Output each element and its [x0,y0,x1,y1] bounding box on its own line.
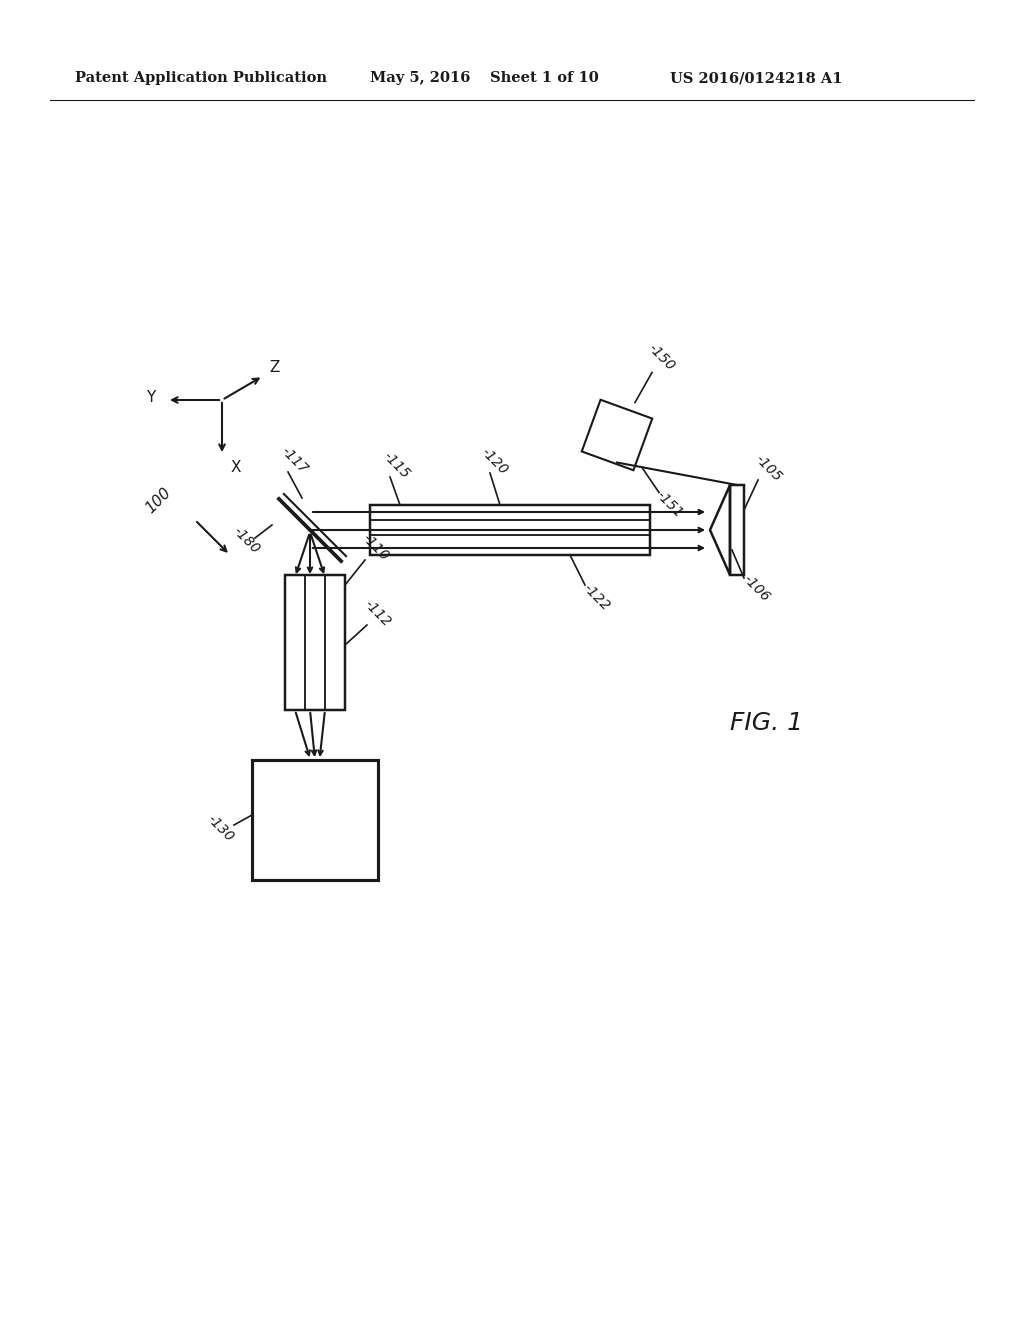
Text: -180: -180 [230,524,262,556]
Text: 100: 100 [142,484,174,516]
Text: Sheet 1 of 10: Sheet 1 of 10 [490,71,599,84]
Bar [730,484,744,576]
Text: -105: -105 [752,451,784,484]
Text: FIG. 1: FIG. 1 [730,711,803,735]
Text: -112: -112 [361,597,393,630]
Text: US 2016/0124218 A1: US 2016/0124218 A1 [670,71,843,84]
Bar [370,506,650,554]
Text: May 5, 2016: May 5, 2016 [370,71,470,84]
Text: -151: -151 [653,488,685,520]
Text: -110: -110 [359,531,391,564]
Text: -115: -115 [380,449,413,480]
Text: X: X [230,459,242,474]
Bar [252,760,378,880]
Bar [285,576,345,710]
Text: Z: Z [269,360,281,375]
Text: -122: -122 [580,581,612,612]
Text: -120: -120 [478,445,510,477]
Text: -117: -117 [278,444,310,477]
Text: Patent Application Publication: Patent Application Publication [75,71,327,84]
Text: Y: Y [146,389,156,404]
Text: -106: -106 [740,572,772,605]
Text: -150: -150 [645,342,677,374]
Text: -130: -130 [204,812,237,843]
